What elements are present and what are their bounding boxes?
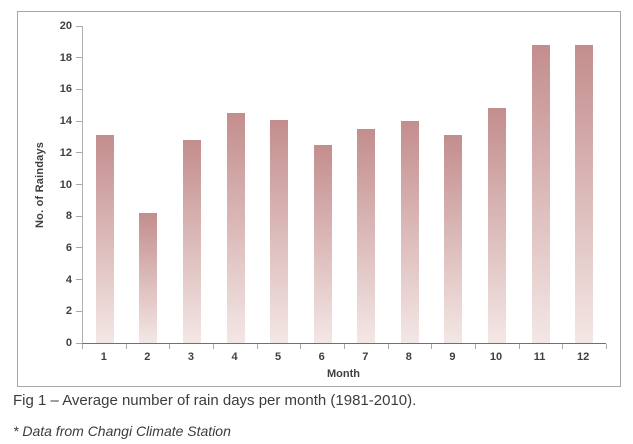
x-tick-label: 1 [100, 351, 107, 363]
y-tick-mark [76, 184, 82, 185]
x-tick-mark [431, 344, 433, 349]
x-tick-label: 6 [318, 351, 325, 363]
bar-slot [519, 26, 563, 343]
x-tick-mark [344, 344, 345, 349]
y-tick-label: 12 [59, 146, 72, 159]
x-tick-label: 7 [362, 351, 369, 363]
y-tick-label: 10 [59, 178, 72, 191]
y-tick-label: 0 [65, 337, 72, 349]
x-axis-title: Month [327, 368, 360, 380]
y-tick-mark [76, 215, 82, 217]
figure-caption: Fig 1 – Average number of rain days per … [13, 392, 417, 409]
bar-slot [562, 26, 606, 343]
y-tick-label: 14 [59, 115, 72, 128]
bar-slot [475, 26, 519, 343]
x-tick-mark [213, 344, 214, 349]
y-tick-label: 6 [65, 241, 72, 254]
y-tick-mark [76, 120, 82, 122]
x-tick-label: 9 [449, 351, 456, 363]
bar-slot [388, 26, 432, 343]
y-tick-mark [76, 247, 82, 249]
y-tick-label: 20 [59, 20, 72, 32]
bar-month-4 [226, 113, 245, 343]
y-tick-mark [76, 25, 82, 27]
bar-slot [344, 26, 388, 343]
bar-month-1 [95, 135, 114, 343]
x-tick-mark [169, 344, 171, 349]
bar-slot [301, 26, 345, 343]
bar-slot [170, 26, 214, 343]
bar-month-6 [313, 144, 332, 343]
y-tick-label: 4 [65, 273, 72, 286]
bar-month-3 [182, 140, 201, 343]
bar-series [83, 26, 606, 343]
x-tick-mark [606, 344, 607, 349]
bar-month-5 [270, 119, 289, 343]
bar-month-8 [400, 121, 419, 343]
y-tick-label: 16 [59, 83, 72, 96]
y-tick-label: 8 [65, 210, 72, 223]
bar-slot [83, 26, 127, 343]
y-tick-label: 2 [65, 305, 72, 318]
x-tick-mark [125, 344, 127, 349]
x-tick-label: 10 [489, 351, 503, 363]
y-tick-mark [76, 279, 82, 281]
x-tick-mark [562, 344, 564, 349]
bar-month-12 [575, 45, 594, 343]
bar-month-11 [531, 45, 550, 343]
plot-area [82, 26, 606, 344]
bar-month-2 [139, 213, 158, 343]
x-tick-label: 4 [231, 351, 238, 363]
bar-slot [432, 26, 476, 343]
x-tick-label: 2 [144, 351, 151, 363]
x-tick-mark [256, 344, 258, 349]
y-tick-mark [76, 152, 82, 154]
x-tick-label: 3 [187, 351, 194, 363]
y-tick-mark [76, 342, 82, 344]
y-tick-mark [76, 88, 82, 90]
x-tick-mark [82, 344, 83, 349]
bar-month-10 [487, 108, 506, 343]
x-tick-label: 12 [577, 351, 590, 363]
x-tick-label: 8 [405, 351, 412, 363]
bar-slot [257, 26, 301, 343]
y-tick-mark [76, 57, 82, 59]
y-tick-mark [76, 310, 82, 312]
figure-footnote: * Data from Changi Climate Station [13, 423, 231, 439]
y-tick-label: 18 [59, 51, 72, 64]
y-axis-tick-labels: 0 2 4 6 8 10 12 14 16 18 20 [18, 20, 72, 349]
y-axis-tick-marks [76, 25, 82, 344]
x-tick-mark [475, 344, 476, 349]
bar-month-7 [357, 129, 376, 343]
x-tick-mark [518, 344, 520, 349]
x-tick-label: 11 [533, 351, 546, 363]
x-axis-tick-labels: 1 2 3 4 5 6 7 8 9 10 11 12 [82, 351, 605, 363]
x-tick-label: 5 [275, 351, 282, 363]
bar-month-9 [444, 135, 463, 343]
bar-slot [127, 26, 171, 343]
x-tick-mark [387, 344, 389, 349]
bar-slot [214, 26, 258, 343]
x-axis-tick-marks [82, 344, 607, 350]
x-tick-mark [300, 344, 302, 349]
